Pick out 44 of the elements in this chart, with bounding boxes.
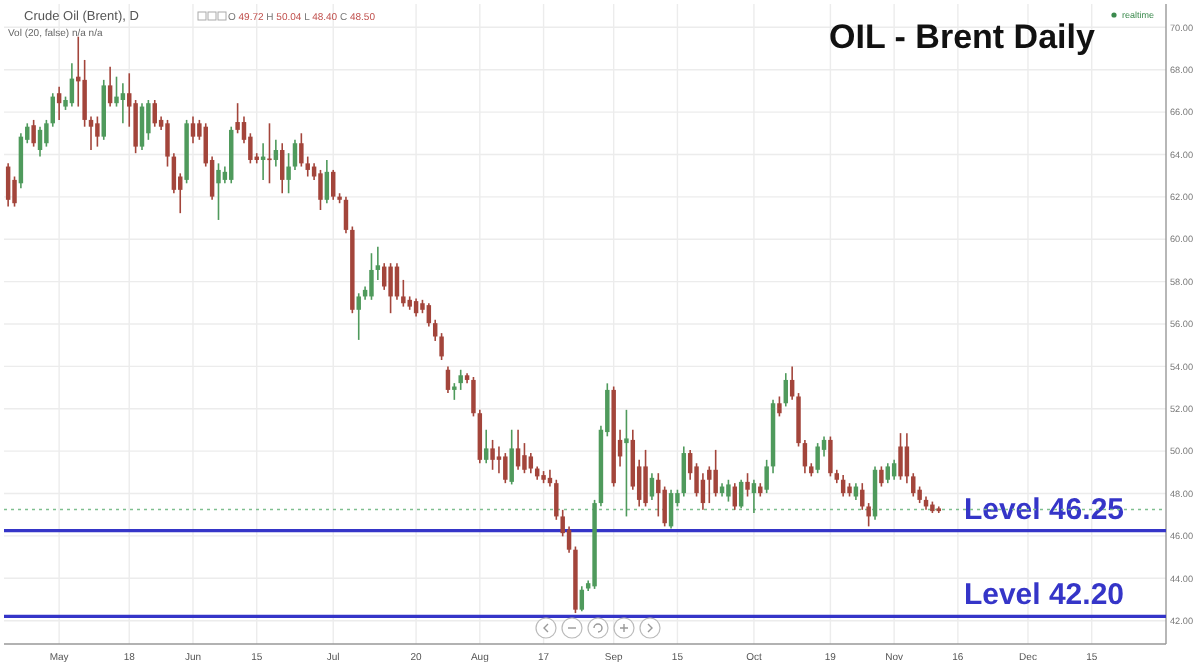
candlestick [777,395,782,418]
candlestick [898,432,903,481]
chart-title: OIL - Brent Daily [829,18,1096,56]
candlestick [649,472,655,501]
candlestick [235,102,240,135]
candlestick [483,428,489,465]
candlestick [356,292,361,341]
candlestick [273,139,279,168]
candlestick [458,368,463,391]
ref-line-label: Level 46.25 [963,492,1124,527]
candlestick [388,262,393,314]
candlestick [815,442,820,474]
candlestick [324,159,330,205]
candlestick [528,452,534,474]
candlestick [745,472,750,498]
candlestick [280,142,285,195]
candlestick [624,409,629,518]
candlestick [56,85,62,121]
candlestick [369,252,374,301]
candlestick [318,169,323,211]
candlestick [216,162,221,221]
candlestick [509,428,514,486]
candlestick [330,169,336,201]
candlestick [31,119,36,148]
candlestick [879,465,884,488]
candlestick [828,435,833,478]
candlestick [707,465,712,504]
candlestick [503,452,508,484]
candlestick [515,428,521,471]
ref-line-label: Level 42.20 [963,578,1124,613]
candlestick [95,115,100,148]
candlestick [656,472,661,518]
candlestick [579,585,585,612]
candlestick [496,445,502,474]
candlestick [190,115,196,145]
candlestick [120,82,126,125]
candlestick [107,65,113,108]
candlestick [490,439,495,471]
candlestick [885,462,890,484]
candlestick [713,449,718,498]
candlestick [643,449,648,508]
candlestick [726,478,731,503]
candlestick [267,122,272,185]
candlestick [751,478,757,514]
